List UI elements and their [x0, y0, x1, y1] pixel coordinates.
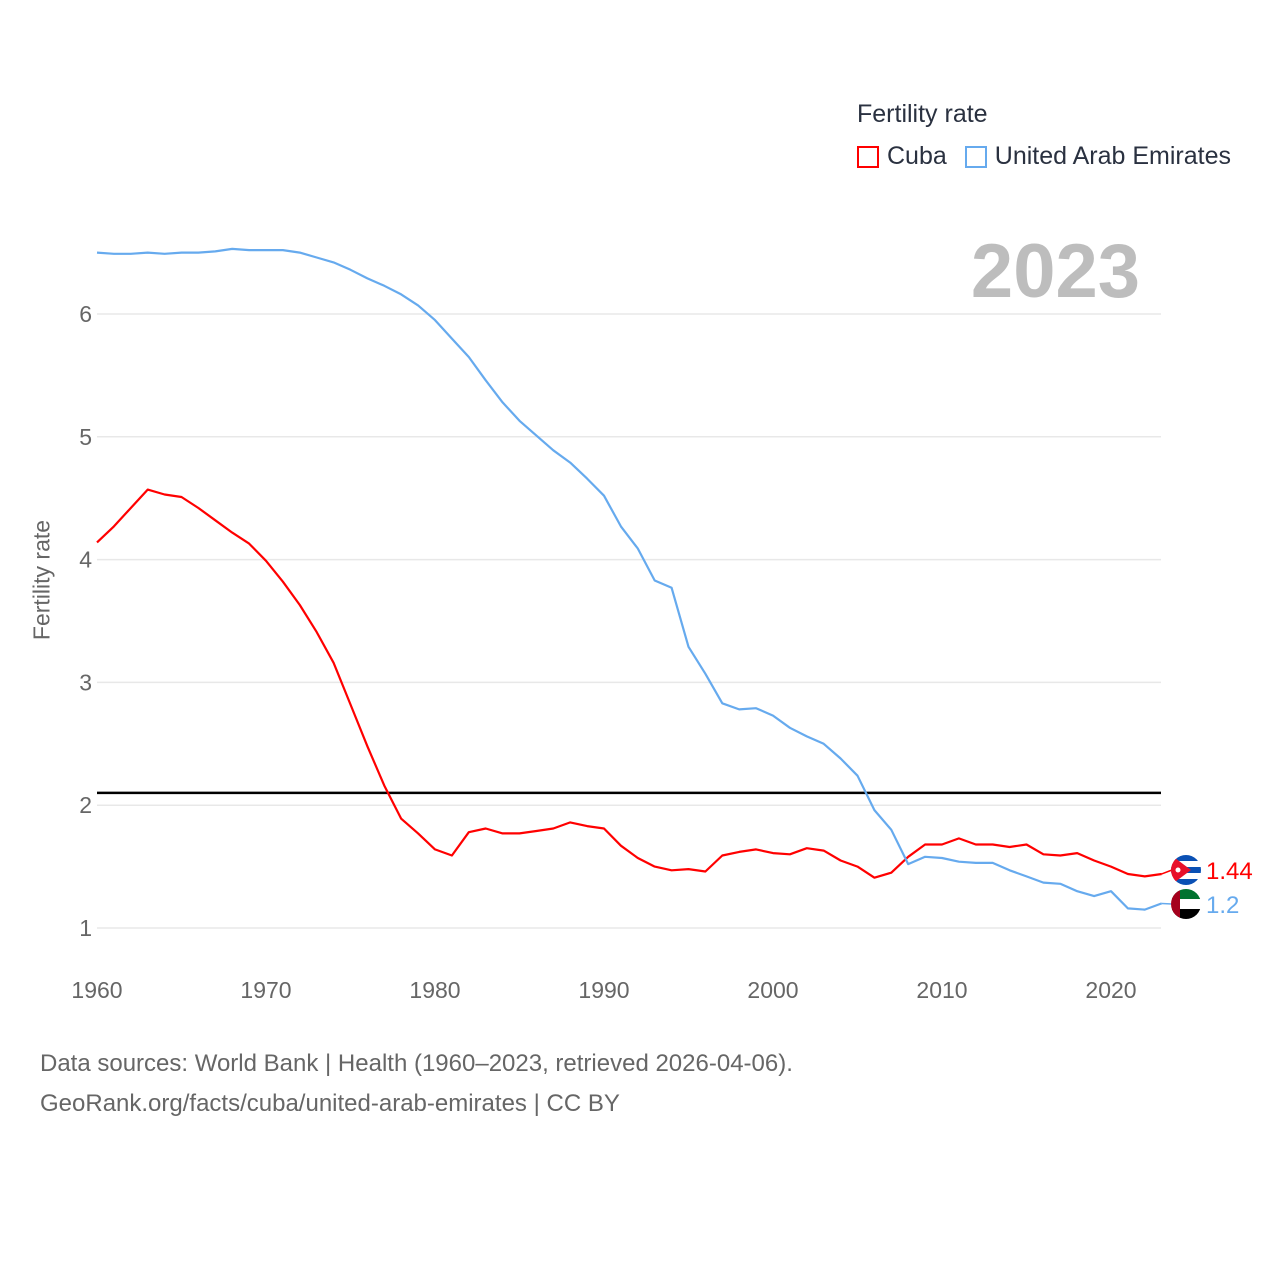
legend-swatch-uae [964, 145, 987, 168]
flag-bar [1171, 889, 1180, 919]
legend-item-cuba[interactable]: Cuba [857, 142, 947, 171]
flag-stripe [1171, 909, 1201, 919]
legend-label: United Arab Emirates [994, 142, 1231, 170]
flag-body [1171, 855, 1201, 885]
y-tick-label: 5 [79, 424, 92, 450]
cuba-flag-icon [1171, 855, 1201, 885]
flag-triangle [1171, 855, 1191, 885]
y-axis-label: Fertility rate [28, 519, 55, 641]
end-connector [1161, 902, 1173, 905]
legend-item-uae[interactable]: United Arab Emirates [964, 142, 1231, 171]
y-tick-label: 2 [79, 792, 92, 818]
legend: Cuba United Arab Emirates [857, 142, 1249, 171]
x-tick-label: 1990 [578, 977, 629, 1003]
y-tick-label: 4 [79, 547, 92, 573]
x-tick-label: 2000 [747, 977, 798, 1003]
series-line-uae [96, 247, 1163, 911]
end-connector [1161, 869, 1173, 875]
flag-body [1171, 889, 1201, 919]
legend-swatch-cuba [857, 145, 879, 168]
current-year-label: 2023 [970, 229, 1140, 314]
x-tick-label: 1960 [71, 977, 122, 1003]
flag-stripe [1171, 899, 1201, 909]
end-value-label: 1.2 [1206, 892, 1239, 919]
flag-star [1175, 867, 1181, 873]
footer: Data sources: World Bank | Health (1960–… [40, 1044, 793, 1124]
x-tick-label: 2020 [1085, 977, 1136, 1003]
legend-title: Fertility rate [857, 100, 988, 128]
flag-stripe [1171, 889, 1201, 899]
legend-label: Cuba [887, 142, 947, 170]
flag-stripe [1171, 879, 1201, 885]
source-link[interactable]: GeoRank.org/facts/cuba/united-arab-emira… [40, 1090, 620, 1117]
y-tick-label: 1 [79, 915, 92, 941]
x-tick-label: 1970 [240, 977, 291, 1003]
y-tick-label: 6 [79, 301, 92, 327]
flag-stripe [1171, 855, 1201, 861]
y-tick-label: 3 [79, 669, 92, 695]
uae-flag-icon [1171, 889, 1201, 919]
data-source-text: Data sources: World Bank | Health (1960–… [40, 1050, 793, 1077]
end-value-label: 1.44 [1206, 858, 1253, 885]
x-tick-label: 2010 [916, 977, 967, 1003]
x-tick-label: 1980 [409, 977, 460, 1003]
series-line-cuba [96, 488, 1162, 879]
